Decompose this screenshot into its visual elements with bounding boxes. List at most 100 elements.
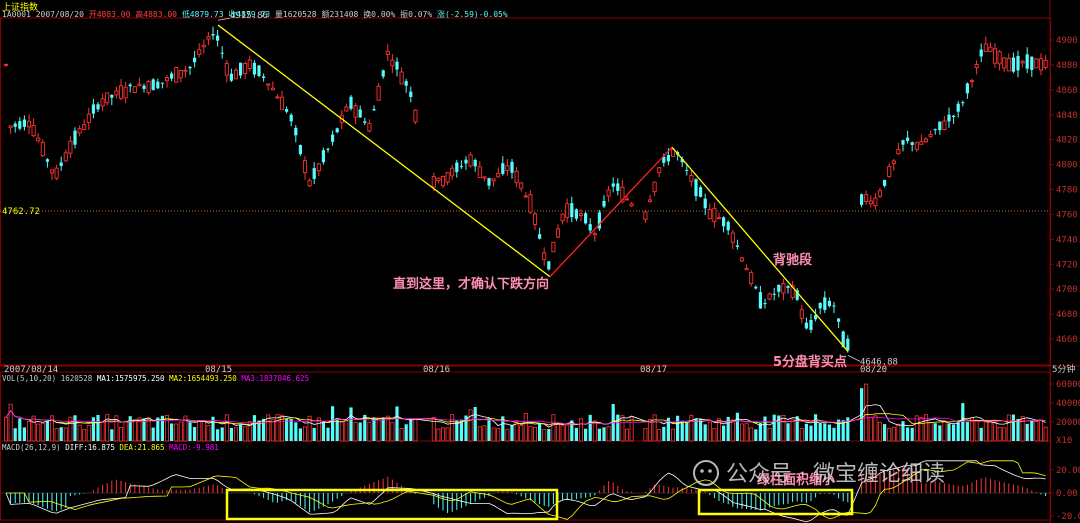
candle-body-up <box>647 199 653 202</box>
candle-body-up <box>233 69 239 80</box>
volume-bar-up <box>1043 426 1048 442</box>
candle-body-down <box>703 198 707 209</box>
candle-body-down <box>160 82 164 84</box>
candle-body-up <box>790 284 795 298</box>
volume-bar-down <box>252 415 256 441</box>
candle-body-down <box>1011 57 1015 72</box>
volume-bar-down <box>459 419 463 441</box>
volume-bar-down <box>1011 414 1015 441</box>
volume-bar-up <box>302 426 307 442</box>
candle-body-down <box>13 123 17 127</box>
candle-body-up <box>174 67 179 83</box>
macd-header: MACD(26,12,9) DIFF:16.875 DEA:21.865 MAC… <box>2 443 219 452</box>
volume-bar-down <box>952 424 956 441</box>
volume-bar-up <box>316 417 321 442</box>
volume-bar-down <box>1025 423 1029 441</box>
candle-body-up <box>482 176 487 179</box>
volume-bar-up <box>942 420 947 442</box>
volume-ma3-line <box>5 410 1046 425</box>
price-tick-label: 4900.00 <box>1056 36 1080 46</box>
volume-bar-up <box>652 414 657 442</box>
volume-bar-down <box>220 427 224 441</box>
volume-bar-up <box>307 415 312 442</box>
annotation-green-area: 绿柱面积缩小 <box>757 472 835 488</box>
candle-body-up <box>114 90 119 96</box>
volume-bar-up <box>26 421 31 442</box>
volume-bar-down <box>45 420 49 441</box>
volume-bar-down <box>584 428 588 441</box>
candle-body-down <box>611 183 615 187</box>
volume-bar-up <box>790 419 795 442</box>
amount-value: 额231408 <box>321 10 359 19</box>
candle-body-up <box>206 36 211 40</box>
candle-body-up <box>86 113 91 124</box>
candle-body-up <box>712 207 717 223</box>
volume-bar-down <box>285 418 289 441</box>
candle-body-up <box>270 87 275 91</box>
volume-ma2-line <box>5 410 1046 426</box>
volume-bar-down <box>510 424 514 441</box>
volume-bar-up <box>54 428 59 442</box>
volume-bar-up <box>63 427 68 442</box>
volume-bar-up <box>344 420 349 442</box>
volume-bar-down <box>211 416 215 441</box>
volume-bar-up <box>1034 420 1039 442</box>
volume-bar-down <box>676 415 680 441</box>
candle-body-down <box>459 166 463 168</box>
volume-bar-down <box>312 427 316 441</box>
volume-bar-down <box>735 412 739 441</box>
candle-body-down <box>404 81 408 86</box>
volume-bar-down <box>841 420 845 441</box>
date-tick-label: 08/15 <box>205 365 232 375</box>
candle-body-up <box>519 182 524 189</box>
candle-body-up <box>496 172 501 178</box>
candle-body-down <box>128 84 132 87</box>
volume-bar-up <box>243 426 248 442</box>
high-marker-label: 4915.86 <box>230 11 268 21</box>
candle-body-up <box>988 46 993 52</box>
macd-title: MACD(26,12,9) <box>2 443 61 452</box>
volume-bar-up <box>77 424 82 442</box>
candle-body-up <box>468 154 473 167</box>
candle-body-down <box>285 109 289 112</box>
volume-bar-down <box>22 427 26 441</box>
volume-bar-up <box>119 427 124 442</box>
volume-bar-down <box>18 418 22 441</box>
candle-body-up <box>431 176 436 188</box>
candle-body-up <box>3 63 9 66</box>
volume-bar-up <box>914 415 919 442</box>
volume-bar-up <box>450 414 455 442</box>
volume-bar-down <box>722 425 726 441</box>
candle-body-up <box>316 163 321 172</box>
macd-dea-line <box>6 460 1046 520</box>
volume-bar-down <box>754 429 758 441</box>
volume-bar-up <box>1006 414 1011 442</box>
candle-body-down <box>804 322 808 329</box>
candle-body-up <box>505 165 510 171</box>
volume-bar-up <box>114 415 119 442</box>
candle-body-up <box>390 59 395 67</box>
candle-body-up <box>657 167 662 174</box>
candle-body-up <box>873 197 878 207</box>
candle-body-up <box>243 62 248 74</box>
candle-body-down <box>965 83 969 94</box>
wechat-icon <box>693 460 719 486</box>
candle-body-up <box>1006 57 1011 72</box>
volume-bar-up <box>514 420 519 442</box>
volume-bar-up <box>887 427 892 442</box>
candle-body-down <box>979 49 983 57</box>
volume-bar-down <box>294 422 298 441</box>
candle-body-up <box>344 106 349 112</box>
candle-body-up <box>40 142 45 156</box>
volume-bar-down <box>73 415 77 441</box>
candle-body-up <box>68 140 73 154</box>
macd-tick-label: 20.00 <box>1056 466 1080 476</box>
candle-body-up <box>969 80 975 83</box>
candle-body-up <box>413 109 418 123</box>
volume-bar-down <box>326 427 330 441</box>
candle-body-down <box>814 315 818 320</box>
candle-body-up <box>528 194 533 213</box>
candle-body-down <box>110 94 114 98</box>
volume-bar-down <box>473 407 477 441</box>
volume-bar-down <box>110 429 114 441</box>
